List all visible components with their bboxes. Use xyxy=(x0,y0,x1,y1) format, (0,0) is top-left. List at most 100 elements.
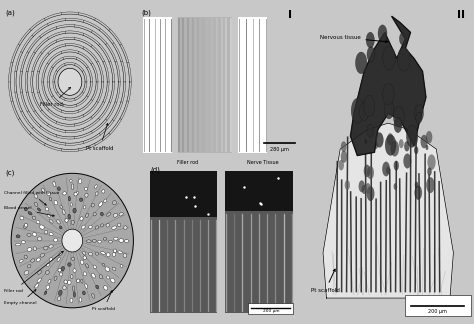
Ellipse shape xyxy=(87,240,91,243)
Ellipse shape xyxy=(32,233,37,236)
Ellipse shape xyxy=(89,225,92,229)
Ellipse shape xyxy=(36,220,40,224)
Ellipse shape xyxy=(95,185,97,189)
Text: Nervous tissue: Nervous tissue xyxy=(319,35,388,43)
Circle shape xyxy=(420,135,428,148)
Bar xyxy=(248,303,293,314)
Ellipse shape xyxy=(57,258,60,261)
Text: 200 μm: 200 μm xyxy=(263,309,279,313)
Ellipse shape xyxy=(57,187,60,191)
Ellipse shape xyxy=(70,298,73,303)
Ellipse shape xyxy=(27,234,31,237)
Ellipse shape xyxy=(85,187,87,191)
Circle shape xyxy=(406,125,418,147)
Circle shape xyxy=(394,118,402,133)
Ellipse shape xyxy=(92,239,96,242)
Text: (d): (d) xyxy=(150,167,160,173)
Ellipse shape xyxy=(49,233,53,236)
Circle shape xyxy=(58,68,82,95)
Ellipse shape xyxy=(82,291,85,295)
Circle shape xyxy=(427,167,432,176)
Ellipse shape xyxy=(71,220,74,225)
Ellipse shape xyxy=(54,238,58,242)
Ellipse shape xyxy=(23,225,27,228)
Circle shape xyxy=(24,224,27,227)
Ellipse shape xyxy=(24,208,27,211)
Ellipse shape xyxy=(37,237,42,241)
Text: Nerve Tissue: Nerve Tissue xyxy=(247,160,279,165)
Bar xyxy=(225,171,293,211)
Circle shape xyxy=(385,135,396,156)
Circle shape xyxy=(64,280,67,284)
Circle shape xyxy=(374,143,378,149)
Bar xyxy=(150,217,217,313)
Circle shape xyxy=(416,112,422,123)
Ellipse shape xyxy=(95,192,98,196)
Ellipse shape xyxy=(53,181,56,187)
Bar xyxy=(238,17,267,153)
Ellipse shape xyxy=(45,291,47,295)
Ellipse shape xyxy=(98,240,101,243)
Text: 280 μm: 280 μm xyxy=(270,147,289,152)
Circle shape xyxy=(393,161,399,170)
Circle shape xyxy=(364,95,374,117)
Ellipse shape xyxy=(37,278,41,283)
Circle shape xyxy=(367,166,374,179)
Ellipse shape xyxy=(73,269,76,272)
Ellipse shape xyxy=(101,251,105,254)
Ellipse shape xyxy=(54,276,57,281)
Text: (a): (a) xyxy=(5,9,15,16)
Circle shape xyxy=(83,256,86,260)
Ellipse shape xyxy=(16,243,20,246)
Ellipse shape xyxy=(82,251,86,255)
Ellipse shape xyxy=(32,216,36,220)
Text: Filler rod: Filler rod xyxy=(40,87,71,108)
Circle shape xyxy=(76,279,80,283)
Ellipse shape xyxy=(81,260,84,264)
Ellipse shape xyxy=(35,284,38,288)
Ellipse shape xyxy=(68,280,71,284)
Circle shape xyxy=(351,98,365,123)
Ellipse shape xyxy=(44,246,48,250)
Circle shape xyxy=(341,141,346,152)
Text: I: I xyxy=(288,10,292,20)
Ellipse shape xyxy=(112,201,116,205)
Ellipse shape xyxy=(118,223,121,227)
Ellipse shape xyxy=(40,253,45,257)
Ellipse shape xyxy=(34,194,38,198)
Ellipse shape xyxy=(91,273,95,278)
Ellipse shape xyxy=(36,258,40,261)
Ellipse shape xyxy=(24,255,27,259)
Ellipse shape xyxy=(85,213,89,217)
Ellipse shape xyxy=(85,284,88,288)
Text: Filler rod: Filler rod xyxy=(177,160,198,165)
Circle shape xyxy=(399,139,404,148)
Circle shape xyxy=(367,124,374,137)
Ellipse shape xyxy=(102,190,105,193)
Ellipse shape xyxy=(49,197,52,201)
Circle shape xyxy=(362,185,366,194)
Ellipse shape xyxy=(37,208,41,211)
Ellipse shape xyxy=(79,297,82,302)
Ellipse shape xyxy=(59,273,63,276)
Ellipse shape xyxy=(41,188,45,192)
Bar xyxy=(178,17,232,153)
Ellipse shape xyxy=(83,205,86,209)
Ellipse shape xyxy=(63,286,66,290)
Ellipse shape xyxy=(46,191,50,196)
Text: II: II xyxy=(457,10,465,20)
Circle shape xyxy=(403,154,411,168)
Ellipse shape xyxy=(86,264,89,268)
Ellipse shape xyxy=(119,213,123,216)
Ellipse shape xyxy=(39,225,45,229)
Circle shape xyxy=(387,133,393,145)
Circle shape xyxy=(365,183,371,194)
Circle shape xyxy=(375,133,383,147)
Circle shape xyxy=(393,106,404,127)
Ellipse shape xyxy=(109,240,112,243)
Ellipse shape xyxy=(72,184,73,190)
Ellipse shape xyxy=(114,237,118,240)
Circle shape xyxy=(383,83,394,105)
Circle shape xyxy=(62,229,82,252)
Ellipse shape xyxy=(68,196,71,201)
